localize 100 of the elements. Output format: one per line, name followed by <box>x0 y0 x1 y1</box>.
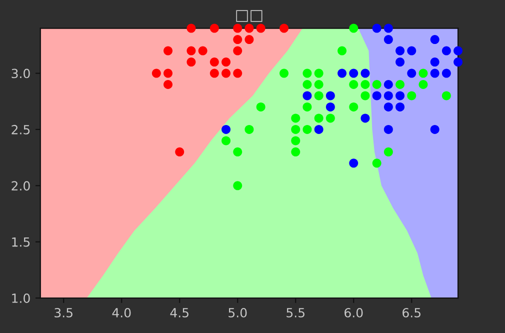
y-tick-label: 1.5 <box>12 237 30 247</box>
point <box>280 68 289 78</box>
point <box>164 46 173 56</box>
point <box>256 102 266 112</box>
point <box>454 58 463 67</box>
point <box>302 91 312 100</box>
point <box>280 24 289 33</box>
point <box>314 124 324 134</box>
point <box>384 147 393 156</box>
point <box>454 46 463 56</box>
point <box>210 24 219 33</box>
point <box>349 80 358 89</box>
point <box>233 46 242 56</box>
point <box>442 46 451 56</box>
point <box>384 80 393 89</box>
chart-title: □□ <box>236 10 262 22</box>
point <box>291 114 300 123</box>
point <box>314 68 324 78</box>
point <box>186 58 196 67</box>
point <box>360 91 370 100</box>
point <box>338 46 347 56</box>
x-tick-label: 6.5 <box>402 308 420 318</box>
point <box>233 35 242 44</box>
point <box>384 24 393 33</box>
point <box>326 102 335 112</box>
point <box>349 68 358 78</box>
point <box>233 68 242 78</box>
point <box>302 80 312 89</box>
point <box>326 91 335 100</box>
point <box>186 24 196 33</box>
point <box>407 91 416 100</box>
point <box>384 35 393 44</box>
point <box>314 80 324 89</box>
point <box>222 136 231 146</box>
point <box>326 114 335 123</box>
point <box>349 158 358 168</box>
point <box>396 102 405 112</box>
point <box>384 102 393 112</box>
x-tick-label: 6.0 <box>344 308 363 318</box>
y-tick-label: 2.5 <box>12 124 30 134</box>
x-tick-label: 3.5 <box>54 308 72 318</box>
point <box>198 46 208 56</box>
point <box>175 147 184 156</box>
point <box>372 24 382 33</box>
point <box>430 68 440 78</box>
point <box>384 124 393 134</box>
point <box>396 58 405 67</box>
point <box>407 46 416 56</box>
point <box>338 68 347 78</box>
point <box>396 91 405 100</box>
point <box>407 68 416 78</box>
point <box>396 80 405 89</box>
x-tick-label: 4.5 <box>170 308 188 318</box>
point <box>244 24 254 33</box>
point <box>291 124 300 134</box>
point <box>314 114 324 123</box>
point <box>210 58 219 67</box>
point <box>210 68 219 78</box>
point <box>314 91 324 100</box>
point <box>349 24 358 33</box>
point <box>302 68 312 78</box>
point <box>302 102 312 112</box>
point <box>302 124 312 134</box>
x-tick-label: 4.0 <box>112 308 131 318</box>
point <box>244 124 254 134</box>
point <box>360 114 370 123</box>
point <box>222 68 231 78</box>
y-tick-label: 2.0 <box>12 181 30 191</box>
point <box>291 147 300 156</box>
x-tick-label: 5.5 <box>286 308 304 318</box>
point <box>418 68 428 78</box>
point <box>164 80 173 89</box>
point <box>233 24 242 33</box>
point <box>256 24 266 33</box>
point <box>430 35 440 44</box>
point <box>372 158 382 168</box>
point <box>372 80 382 89</box>
point <box>360 68 370 78</box>
point <box>186 46 196 56</box>
point <box>222 58 231 67</box>
x-tick-label: 5.0 <box>228 308 247 318</box>
point <box>244 35 254 44</box>
y-tick-label: 1.0 <box>12 294 30 303</box>
point <box>418 80 428 89</box>
point <box>152 68 161 78</box>
point <box>360 80 370 89</box>
point <box>396 46 405 56</box>
point <box>164 68 173 78</box>
point <box>233 181 242 190</box>
point <box>384 91 393 100</box>
point <box>233 147 242 156</box>
point <box>430 124 440 134</box>
point <box>349 102 358 112</box>
point <box>372 91 382 100</box>
point <box>442 68 451 78</box>
point <box>291 136 300 146</box>
point <box>430 58 440 67</box>
y-tick-label: 3.0 <box>12 68 30 78</box>
point <box>222 124 231 134</box>
point <box>442 91 451 100</box>
